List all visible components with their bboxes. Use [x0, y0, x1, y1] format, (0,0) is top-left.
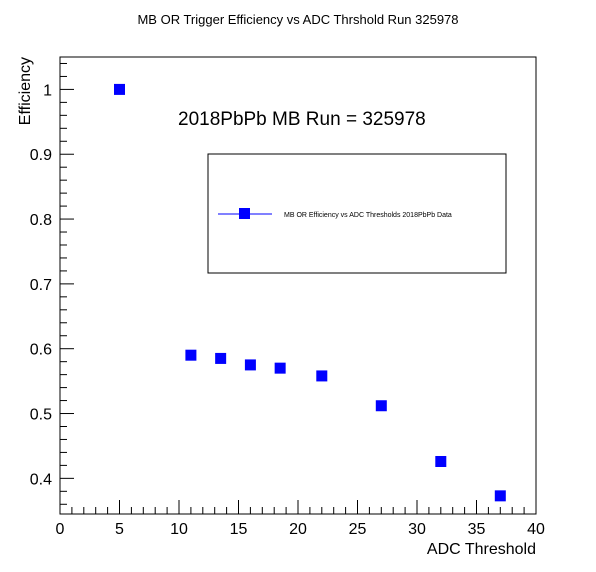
data-point [494, 490, 506, 502]
axis-ticks [59, 62, 537, 514]
y-tick-label: 1 [43, 82, 52, 99]
y-tick-label: 0.6 [30, 342, 52, 359]
y-tick-label: 0.7 [30, 277, 52, 294]
x-tick-label: 20 [289, 521, 307, 538]
data-point [215, 352, 227, 364]
data-points [114, 83, 506, 502]
y-tick-label: 0.5 [30, 407, 52, 424]
y-tick-label: 0.4 [30, 471, 52, 488]
x-tick-label: 25 [349, 521, 367, 538]
y-axis-tick-labels: 0.4 0.5 0.6 0.7 0.8 0.9 1 [30, 82, 52, 488]
data-point [316, 370, 328, 382]
data-point [435, 455, 447, 467]
data-point [244, 359, 256, 371]
data-point [274, 362, 286, 374]
chart-title: MB OR Trigger Efficiency vs ADC Thrshold… [137, 12, 458, 27]
x-tick-label: 40 [527, 521, 545, 538]
x-tick-label: 0 [56, 521, 65, 538]
y-tick-label: 0.8 [30, 212, 52, 229]
legend: MB OR Efficiency vs ADC Thresholds 2018P… [207, 153, 507, 274]
data-point [114, 83, 125, 95]
x-tick-label: 35 [468, 521, 486, 538]
y-axis-title: Efficiency [17, 57, 34, 125]
x-tick-label: 30 [408, 521, 426, 538]
data-point [185, 349, 197, 361]
legend-label: MB OR Efficiency vs ADC Thresholds 2018P… [284, 212, 452, 219]
x-tick-label: 10 [170, 521, 188, 538]
data-point [375, 400, 387, 412]
x-axis-tick-labels: 0 5 10 15 20 25 30 35 40 [56, 521, 545, 538]
legend-marker [239, 208, 250, 219]
x-axis-title: ADC Threshold [427, 541, 536, 558]
x-tick-label: 15 [230, 521, 248, 538]
x-tick-label: 5 [115, 521, 124, 538]
run-annotation: 2018PbPb MB Run = 325978 [178, 109, 426, 130]
y-tick-label: 0.9 [30, 147, 52, 164]
